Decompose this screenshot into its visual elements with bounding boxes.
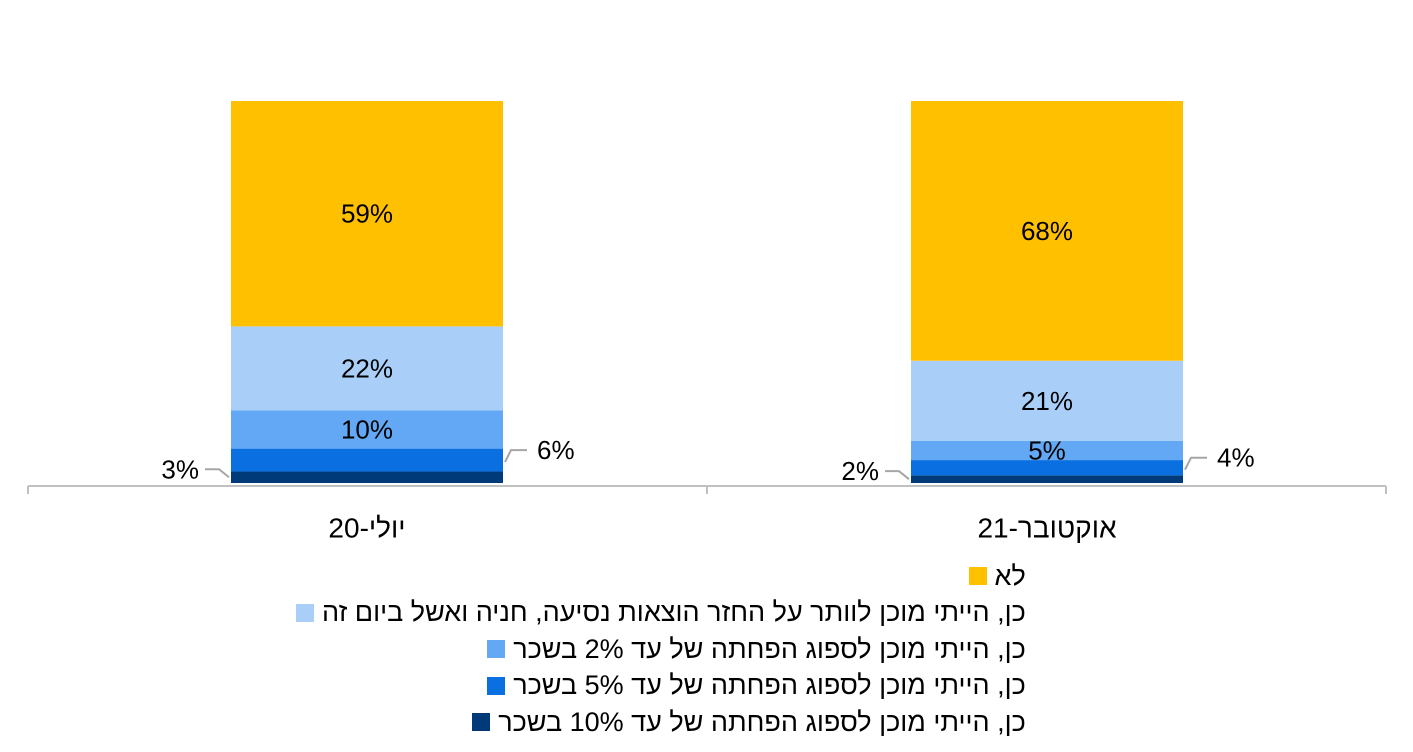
data-label: 2% — [841, 456, 879, 486]
legend-label: לא — [994, 560, 1026, 591]
bar-segment — [911, 460, 1183, 476]
legend-swatch — [296, 603, 314, 622]
bar-segment — [231, 448, 503, 472]
leader-line — [205, 468, 230, 479]
leader-line — [885, 470, 910, 480]
labels-layer: 3% 6% 10% 22% 59% יולי-20 2% 4% 5% 21% 68% אוקטובר-… — [161, 199, 1254, 544]
data-label: 6% — [537, 435, 575, 465]
data-label: 59% — [341, 199, 393, 229]
bars-layer — [231, 101, 1183, 483]
data-label: 5% — [1028, 436, 1066, 466]
bar-segment — [231, 471, 503, 483]
data-label: 3% — [161, 454, 199, 484]
legend-label: כן, הייתי מוכן לספוג הפחתה של עד 10% בשכ… — [498, 706, 1026, 737]
legend-item-cut-10: כן, הייתי מוכן לספוג הפחתה של עד 10% בשכ… — [296, 704, 1026, 741]
leader-line — [504, 449, 527, 463]
bar-segment — [911, 440, 1183, 461]
bar-segment — [231, 326, 503, 411]
data-label: 21% — [1021, 386, 1073, 416]
legend: לא כן, הייתי מוכן לוותר על החזר הוצאות נ… — [296, 558, 1026, 741]
bar-segment — [231, 410, 503, 449]
category-label: אוקטובר-21 — [977, 513, 1117, 544]
bar-segment — [911, 475, 1183, 483]
legend-item-waive-expenses: כן, הייתי מוכן לוותר על החזר הוצאות נסיע… — [296, 595, 1026, 632]
stacked-bar-chart: 3% 6% 10% 22% 59% יולי-20 2% 4% 5% 21% 68% אוקטובר-… — [27, 101, 1387, 544]
leader-line — [1184, 456, 1207, 471]
legend-label: כן, הייתי מוכן לספוג הפחתה של עד 5% בשכר — [513, 670, 1026, 701]
legend-label: כן, הייתי מוכן לספוג הפחתה של עד 2% בשכר — [513, 633, 1026, 664]
legend-item-no: לא — [296, 558, 1026, 595]
bar-segment — [911, 360, 1183, 441]
legend-item-cut-5: כן, הייתי מוכן לספוג הפחתה של עד 5% בשכר — [296, 668, 1026, 705]
legend-swatch — [487, 640, 506, 659]
x-axis — [27, 485, 1387, 494]
data-label: 22% — [341, 353, 393, 383]
legend-swatch — [472, 713, 491, 732]
data-label: 4% — [1217, 443, 1255, 473]
legend-item-cut-2: כן, הייתי מוכן לספוג הפחתה של עד 2% בשכר — [296, 631, 1026, 668]
category-label: יולי-20 — [328, 513, 405, 544]
data-label: 10% — [341, 415, 393, 445]
bar-segment — [231, 101, 503, 327]
bar-segment — [911, 101, 1183, 361]
legend-swatch — [487, 676, 506, 695]
legend-swatch — [968, 567, 987, 586]
data-label: 68% — [1021, 216, 1073, 246]
legend-label: כן, הייתי מוכן לוותר על החזר הוצאות נסיע… — [322, 597, 1026, 628]
